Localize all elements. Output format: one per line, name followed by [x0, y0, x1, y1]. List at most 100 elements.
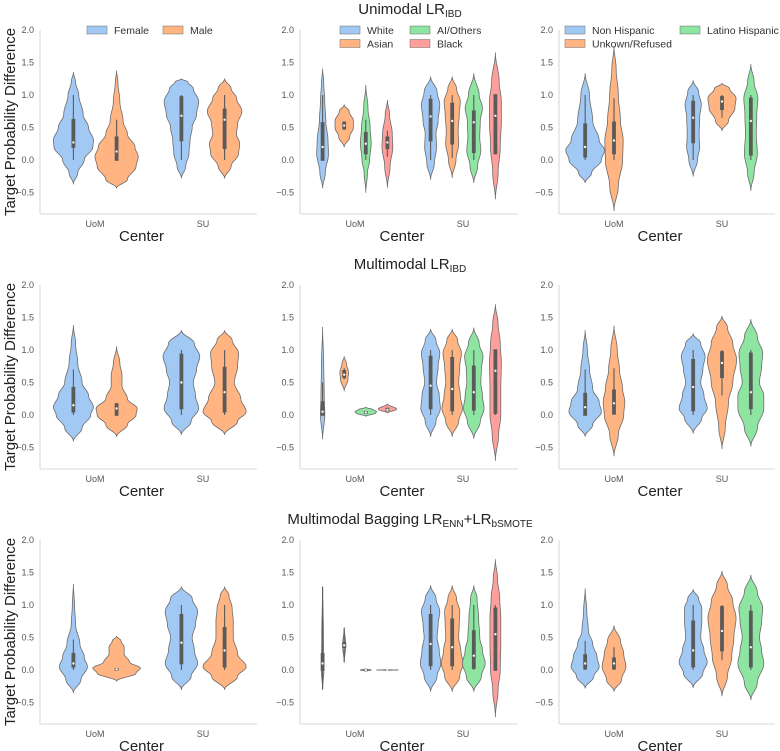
violin-unkown-refused-uom: [604, 45, 624, 212]
violin-median: [180, 114, 183, 118]
legend-label: White: [367, 25, 394, 37]
y-tick-label: 2.0: [281, 25, 294, 35]
x-tick-label: SU: [457, 474, 470, 484]
violin-white-su: [421, 76, 441, 180]
violin-body: [92, 635, 141, 682]
legend-swatch: [679, 25, 701, 35]
violin-ai-others-su: [462, 585, 486, 692]
violin-median: [72, 141, 75, 144]
y-tick-label: 1.5: [540, 313, 553, 323]
y-tick-label: 2.0: [540, 25, 553, 35]
title-subscript: bSMOTE: [492, 519, 533, 530]
violin-median: [583, 145, 587, 149]
y-tick-label: 0.0: [21, 410, 34, 420]
y-tick-label: −0.5: [535, 698, 553, 708]
violin-male-su: [202, 586, 247, 690]
violin-ai-others-uom: [354, 406, 377, 417]
violin-latino-hispanic-su: [737, 319, 765, 447]
legend-label: Non Hispanic: [592, 25, 654, 37]
legend-label: Black: [437, 39, 463, 51]
panel-1-2: −0.5 0.0 0.5 1.0 1.5 2.0 UoM SU Center: [535, 280, 775, 500]
x-tick-label: SU: [457, 219, 470, 229]
y-tick-label: 0.5: [540, 378, 553, 388]
y-tick-label: 0.5: [281, 633, 294, 643]
violin-median: [749, 119, 753, 123]
violin-body: [95, 346, 138, 437]
violin-median: [720, 100, 724, 103]
x-axis-label: Center: [637, 483, 682, 500]
legend-swatch: [339, 39, 361, 48]
panel-2-1: −0.5 0.0 0.5 1.0 1.5 2.0 UoM SU Center: [276, 535, 518, 751]
y-tick-label: 2.0: [21, 535, 34, 545]
violin-white-uom: [320, 326, 326, 440]
violin-median: [494, 369, 497, 372]
violin-median: [612, 662, 616, 665]
violin-median: [720, 629, 724, 633]
y-tick-label: 1.5: [281, 568, 294, 578]
violin-median: [691, 385, 695, 389]
violin-ai-others-uom: [360, 668, 372, 672]
violin-median: [494, 114, 497, 118]
violin-black-uom: [381, 99, 394, 188]
x-tick-label: UoM: [604, 474, 623, 484]
violin-median: [612, 402, 616, 405]
row-title: Multimodal LRIBD: [354, 256, 467, 275]
violin-median: [72, 404, 75, 407]
violin-median: [429, 642, 432, 646]
violin-median: [494, 633, 497, 636]
y-tick-label: 1.5: [21, 58, 34, 68]
panel-1-0: −0.5 0.0 0.5 1.0 1.5 2.0 UoM SU Center Target Pro…: [2, 280, 257, 500]
x-tick-label: UoM: [85, 474, 104, 484]
violin-median: [223, 118, 226, 121]
violin-body: [58, 583, 88, 694]
violin-median: [429, 115, 432, 118]
y-tick-label: 0.0: [21, 665, 34, 675]
x-tick-label: UoM: [345, 219, 364, 229]
violin-median: [386, 141, 389, 144]
y-tick-label: 0.5: [540, 123, 553, 133]
violin-median: [343, 373, 346, 376]
violin-median: [583, 662, 587, 665]
x-axis-label: Center: [379, 483, 424, 500]
y-tick-label: 0.5: [540, 633, 553, 643]
title-text: Multimodal Bagging LR: [287, 511, 442, 528]
y-tick-label: 1.5: [540, 568, 553, 578]
y-tick-label: −0.5: [276, 188, 294, 198]
violin-male-su: [202, 330, 247, 435]
legend-label: Unkown/Refused: [592, 39, 672, 51]
violin-latino-hispanic-su: [737, 574, 765, 701]
violin-asian-su: [441, 328, 463, 437]
y-tick-label: 1.5: [540, 58, 553, 68]
violin-unkown-refused-su: [707, 82, 737, 132]
violin-asian-uom: [334, 104, 354, 148]
violin-male-uom: [95, 346, 138, 437]
panel-1-1: −0.5 0.0 0.5 1.0 1.5 2.0 UoM SU Center: [276, 280, 518, 500]
violin-median: [429, 384, 432, 387]
violin-median: [180, 381, 183, 384]
x-axis-label: Center: [119, 228, 164, 245]
violin-median: [583, 406, 587, 409]
x-tick-label: SU: [197, 219, 210, 229]
row-title: Multimodal Bagging LRENN+LRbSMOTE: [287, 511, 533, 530]
legend-swatch: [409, 39, 431, 48]
violin-median: [451, 119, 454, 123]
legend-swatch: [564, 25, 586, 35]
title-subscript: IBD: [450, 264, 467, 275]
legend-swatch: [409, 25, 431, 35]
x-tick-label: SU: [197, 729, 210, 739]
violin-unkown-refused-uom: [601, 625, 627, 692]
violin-white-su: [419, 585, 442, 692]
x-tick-label: SU: [716, 474, 729, 484]
y-tick-label: 1.5: [281, 58, 294, 68]
legend-label: Latino Hispanic: [707, 25, 779, 37]
y-tick-label: 1.0: [21, 345, 34, 355]
y-axis-label: Target Probability Difference: [2, 538, 19, 726]
violin-latino-hispanic-su: [743, 64, 759, 191]
violin-female-uom: [58, 583, 88, 694]
violin-median: [321, 410, 324, 413]
y-tick-label: 1.0: [21, 90, 34, 100]
y-tick-label: 0.0: [281, 410, 294, 420]
violin-ai-others-su: [464, 73, 483, 184]
y-tick-label: −0.5: [16, 443, 34, 453]
